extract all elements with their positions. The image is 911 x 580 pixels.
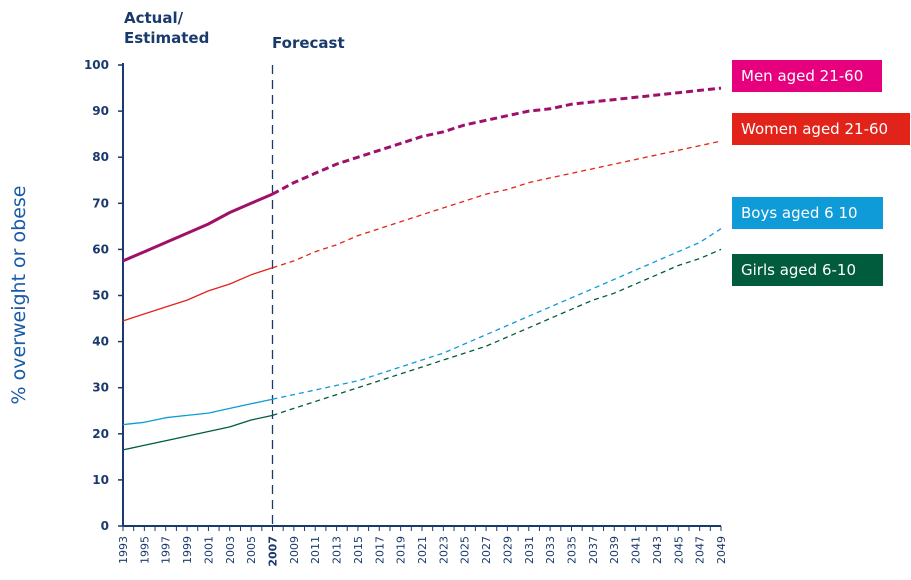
series-line-forecast-boys-aged-6-10 xyxy=(272,228,722,400)
x-tick-label: 2049 xyxy=(715,536,728,564)
section-label-actual: Actual/ Estimated xyxy=(124,9,209,47)
x-tick-label: 2025 xyxy=(459,536,472,564)
legend: Men aged 21-60 Women aged 21-60 Boys aged … xyxy=(732,60,910,286)
x-tick-label: 2045 xyxy=(672,536,685,564)
y-tick-label: 20 xyxy=(92,427,109,441)
y-tick-label: 10 xyxy=(92,473,109,487)
x-tick-label: 2023 xyxy=(437,536,450,564)
x-tick-label: 2021 xyxy=(416,536,429,564)
x-tick-label: 2031 xyxy=(523,536,536,564)
x-tick-label: 1997 xyxy=(160,536,173,564)
legend-item: Women aged 21-60 xyxy=(732,113,910,145)
series-line-forecast-girls-aged-6-10 xyxy=(272,248,722,417)
series-line-forecast-women-aged-21-60 xyxy=(272,140,722,269)
x-tick-label: 2013 xyxy=(331,536,344,564)
y-axis-label: % overweight or obese xyxy=(8,185,30,404)
legend-item: Men aged 21-60 xyxy=(732,60,882,92)
x-tick-label: 2017 xyxy=(373,536,386,564)
x-tick-label: 1995 xyxy=(138,536,151,564)
legend-box xyxy=(732,197,883,229)
x-tick-label: 2047 xyxy=(694,536,707,564)
x-tick-label: 2029 xyxy=(501,536,514,564)
x-tick-label: 2039 xyxy=(608,536,621,564)
legend-box xyxy=(732,60,882,92)
x-tick-label: 2015 xyxy=(352,536,365,564)
y-tick-label: 60 xyxy=(92,242,109,256)
x-tick-label: 2033 xyxy=(544,536,557,564)
series-line-actual-girls-aged-6-10 xyxy=(122,414,273,451)
axes: 0 10 20 30 40 50 60 70 80 90 100 1993 1995 1997 1999 20… xyxy=(84,58,728,567)
x-tick-label: 2019 xyxy=(395,536,408,564)
x-tick-label: 2003 xyxy=(224,536,237,564)
x-tick-label: 2037 xyxy=(587,536,600,564)
x-tick-label: 1993 xyxy=(117,536,130,564)
series-line-actual-women-aged-21-60 xyxy=(122,267,273,322)
y-tick-label: 90 xyxy=(92,104,109,118)
y-tick-label: 40 xyxy=(92,335,109,349)
x-tick-label: 2041 xyxy=(630,536,643,564)
y-tick-label: 70 xyxy=(92,196,109,210)
legend-label: Men aged 21-60 xyxy=(741,67,863,85)
series-line-actual-men-aged-21-60 xyxy=(122,192,274,263)
x-tick-label: 2009 xyxy=(288,536,301,564)
legend-box xyxy=(732,113,910,145)
legend-item: Boys aged 6 10 xyxy=(732,197,883,229)
legend-label: Women aged 21-60 xyxy=(741,120,888,138)
x-tick-label: 2043 xyxy=(651,536,664,564)
x-tick-label: 2001 xyxy=(202,536,215,564)
x-tick-label: 2005 xyxy=(245,536,258,564)
x-tick-label: 1999 xyxy=(181,536,194,564)
y-tick-label: 80 xyxy=(92,150,109,164)
legend-box xyxy=(732,254,883,286)
x-tick-label: 2007 xyxy=(267,536,280,567)
y-tick-label: 0 xyxy=(101,519,109,533)
legend-item: Girls aged 6-10 xyxy=(732,254,883,286)
series-line-actual-boys-aged-6-10 xyxy=(122,398,273,426)
legend-label: Girls aged 6-10 xyxy=(741,261,856,279)
series-line-forecast-men-aged-21-60 xyxy=(271,86,722,196)
legend-label: Boys aged 6 10 xyxy=(741,204,858,222)
y-tick-label: 50 xyxy=(92,289,109,303)
series-lines xyxy=(122,86,722,451)
x-tick-label: 2027 xyxy=(480,536,493,564)
y-tick-label: 30 xyxy=(92,381,109,395)
x-tick-label: 2035 xyxy=(566,536,579,564)
section-label-forecast: Forecast xyxy=(272,34,345,52)
x-tick-label: 2011 xyxy=(309,536,322,564)
y-tick-label: 100 xyxy=(84,58,109,72)
